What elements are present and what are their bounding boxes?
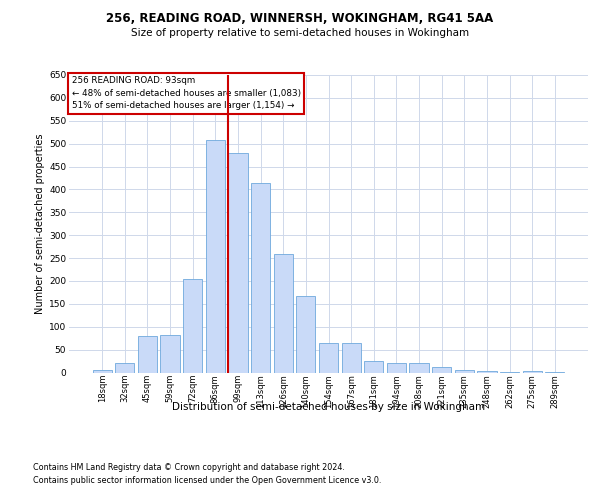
- Bar: [432, 366, 451, 372]
- Bar: [477, 370, 497, 372]
- Y-axis label: Number of semi-detached properties: Number of semi-detached properties: [35, 134, 45, 314]
- Bar: [206, 140, 225, 372]
- Bar: [387, 364, 406, 372]
- Text: Contains HM Land Registry data © Crown copyright and database right 2024.: Contains HM Land Registry data © Crown c…: [33, 464, 345, 472]
- Bar: [341, 343, 361, 372]
- Bar: [251, 182, 270, 372]
- Text: Size of property relative to semi-detached houses in Wokingham: Size of property relative to semi-detach…: [131, 28, 469, 38]
- Text: Distribution of semi-detached houses by size in Wokingham: Distribution of semi-detached houses by …: [172, 402, 485, 412]
- Bar: [160, 335, 180, 372]
- Bar: [296, 296, 316, 372]
- Text: Contains public sector information licensed under the Open Government Licence v3: Contains public sector information licen…: [33, 476, 382, 485]
- Bar: [92, 370, 112, 372]
- Bar: [274, 254, 293, 372]
- Bar: [523, 370, 542, 372]
- Bar: [229, 153, 248, 372]
- Bar: [319, 343, 338, 372]
- Bar: [115, 364, 134, 372]
- Text: 256, READING ROAD, WINNERSH, WOKINGHAM, RG41 5AA: 256, READING ROAD, WINNERSH, WOKINGHAM, …: [106, 12, 494, 26]
- Bar: [138, 336, 157, 372]
- Bar: [409, 364, 428, 372]
- Bar: [455, 370, 474, 372]
- Bar: [183, 278, 202, 372]
- Text: 256 READING ROAD: 93sqm
← 48% of semi-detached houses are smaller (1,083)
51% of: 256 READING ROAD: 93sqm ← 48% of semi-de…: [71, 76, 301, 110]
- Bar: [364, 361, 383, 372]
